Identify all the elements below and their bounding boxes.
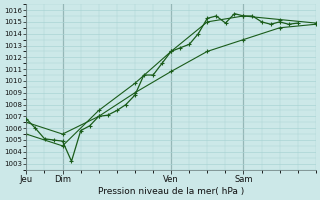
X-axis label: Pression niveau de la mer( hPa ): Pression niveau de la mer( hPa ) [98, 187, 244, 196]
